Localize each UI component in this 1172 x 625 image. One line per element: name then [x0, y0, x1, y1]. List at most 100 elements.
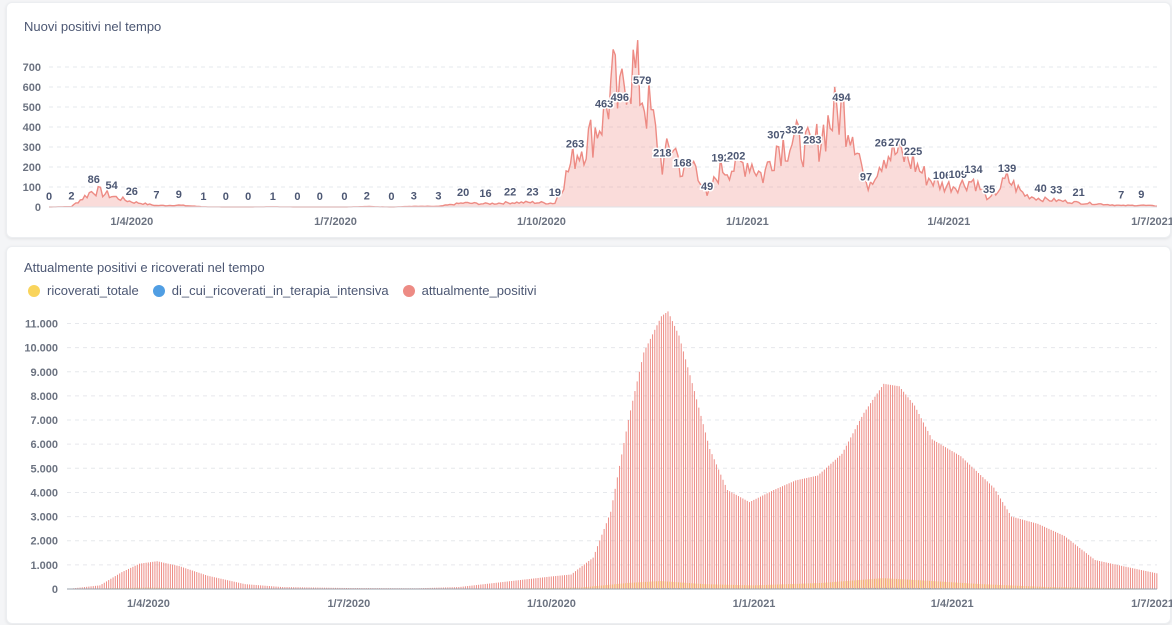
bar-attualmente-positivi [196, 572, 198, 589]
bar-ricoverati-totale [876, 578, 877, 589]
bar-ricoverati-totale [1069, 587, 1071, 589]
bar-ricoverati-totale [581, 587, 582, 589]
bar-ricoverati-totale [794, 583, 796, 589]
bar-attualmente-positivi [955, 453, 957, 589]
bar-ricoverati-totale [799, 583, 800, 589]
y-tick-label: 1.000 [30, 560, 58, 572]
bar-ricoverati-totale [642, 582, 644, 589]
bar-attualmente-positivi [478, 584, 480, 589]
data-label: 49 [701, 181, 713, 193]
bar-attualmente-positivi [519, 579, 521, 589]
y-tick-label: 500 [23, 102, 41, 114]
bar-attualmente-positivi [128, 568, 129, 589]
bar-ricoverati-totale [849, 580, 851, 589]
data-label: 54 [106, 180, 119, 192]
bar-ricoverati-totale [840, 581, 842, 589]
bar-ricoverati-totale [741, 585, 743, 589]
bar-ricoverati-totale [1063, 587, 1064, 589]
y-tick-label: 300 [23, 142, 41, 154]
bar-attualmente-positivi [161, 562, 163, 589]
bar-attualmente-positivi [656, 325, 658, 589]
bar-ricoverati-totale [854, 580, 855, 589]
bar-ricoverati-totale [160, 587, 162, 589]
bar-attualmente-positivi [235, 582, 237, 589]
bar-attualmente-positivi [264, 585, 266, 589]
bar-attualmente-positivi [1138, 569, 1140, 589]
bar-ricoverati-totale [737, 585, 738, 589]
bar-attualmente-positivi [77, 587, 79, 589]
bar-attualmente-positivi [588, 561, 590, 589]
bar-attualmente-positivi [947, 448, 949, 589]
bar-attualmente-positivi [907, 397, 909, 589]
y-tick-label: 3.000 [30, 512, 58, 524]
bar-attualmente-positivi [702, 424, 704, 589]
bar-attualmente-positivi [1123, 566, 1125, 589]
bar-ricoverati-totale [1012, 585, 1014, 589]
bar-attualmente-positivi [775, 489, 777, 589]
bar-attualmente-positivi [746, 500, 748, 589]
bar-ricoverati-totale [1032, 586, 1034, 589]
bar-attualmente-positivi [1000, 498, 1001, 589]
bar-ricoverati-totale [739, 585, 741, 589]
bar-attualmente-positivi [174, 565, 176, 589]
bar-attualmente-positivi [641, 362, 643, 589]
bar-attualmente-positivi [810, 477, 812, 589]
legend-swatch-icon [28, 284, 40, 297]
bar-attualmente-positivi [667, 311, 669, 589]
bar-attualmente-positivi [997, 494, 999, 589]
legend-item[interactable]: attualmente_positivi [402, 283, 537, 298]
bar-ricoverati-totale [937, 581, 939, 589]
bar-attualmente-positivi [233, 581, 235, 589]
legend-swatch-icon [402, 284, 415, 297]
bar-attualmente-positivi [449, 587, 451, 589]
bar-attualmente-positivi [1110, 563, 1112, 589]
bar-attualmente-positivi [832, 461, 834, 589]
legend-item[interactable]: di_cui_ricoverati_in_terapia_intensiva [152, 283, 389, 298]
x-tick-label: 1/7/2021 [1131, 216, 1172, 228]
bar-ricoverati-totale [603, 585, 604, 589]
bar-attualmente-positivi [427, 587, 429, 589]
bar-ricoverati-totale [970, 583, 972, 589]
bar-ricoverati-totale [629, 582, 631, 589]
bar-attualmente-positivi [962, 458, 964, 589]
bar-attualmente-positivi [257, 585, 259, 589]
bar-ricoverati-totale [1050, 587, 1051, 589]
bar-ricoverati-totale [686, 582, 688, 589]
bar-ricoverati-totale [836, 581, 838, 589]
bar-ricoverati-totale [838, 581, 840, 589]
bar-attualmente-positivi [713, 459, 715, 589]
bar-attualmente-positivi [1112, 563, 1114, 589]
bar-ricoverati-totale [567, 587, 569, 589]
bar-ricoverati-totale [616, 584, 617, 589]
bar-attualmente-positivi [700, 415, 702, 589]
bar-attualmente-positivi [511, 581, 513, 589]
bar-ricoverati-totale [728, 584, 730, 589]
bar-ricoverati-totale [889, 578, 890, 589]
bar-attualmente-positivi [870, 403, 872, 589]
bar-attualmente-positivi [119, 573, 121, 589]
bar-attualmente-positivi [205, 574, 207, 589]
bar-attualmente-positivi [557, 575, 559, 589]
bar-attualmente-positivi [1046, 527, 1048, 589]
bar-attualmente-positivi [1059, 533, 1061, 589]
y-tick-label: 10.000 [24, 343, 58, 355]
bar-attualmente-positivi [471, 585, 473, 589]
legend-item[interactable]: ricoverati_totale [28, 283, 139, 298]
bar-attualmente-positivi [986, 481, 988, 589]
bar-attualmente-positivi [597, 546, 599, 589]
bar-attualmente-positivi [467, 586, 469, 589]
bar-ricoverati-totale [944, 581, 945, 589]
bar-ricoverati-totale [655, 581, 657, 589]
bar-attualmente-positivi [586, 562, 588, 589]
bar-attualmente-positivi [1156, 573, 1158, 589]
bar-attualmente-positivi [674, 325, 676, 589]
bar-attualmente-positivi [290, 587, 292, 589]
bar-attualmente-positivi [145, 562, 147, 589]
bar-attualmente-positivi [916, 409, 918, 589]
bar-attualmente-positivi [207, 575, 209, 589]
bar-attualmente-positivi [284, 587, 286, 589]
bar-attualmente-positivi [299, 587, 301, 589]
active-positives-chart: 0 1.000 2.000 3.000 4.000 5.000 6.000 7.000 8.00… [24, 311, 1172, 610]
bar-attualmente-positivi [581, 566, 583, 589]
bar-attualmente-positivi [86, 586, 88, 589]
